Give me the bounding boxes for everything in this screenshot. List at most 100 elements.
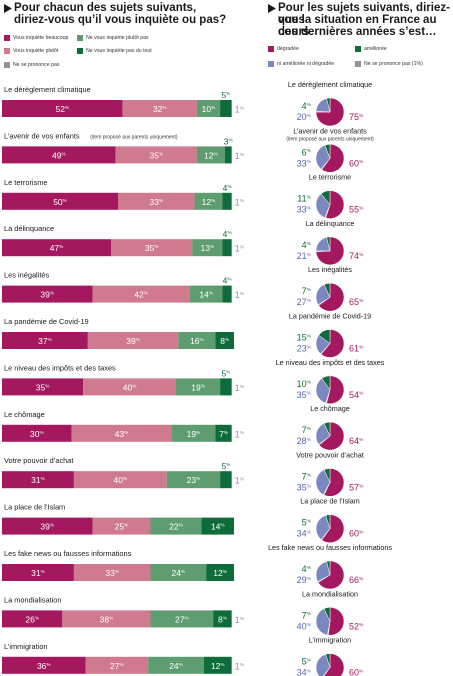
bar-segment xyxy=(189,285,223,303)
pie-slice xyxy=(321,375,331,391)
pie-row: Le terrorisme 55% 11%33% xyxy=(297,173,364,219)
bar-value-label: 4% xyxy=(223,276,232,286)
pie-slice xyxy=(325,514,331,529)
pie-row: La pandémie de Covid-19 61% 15%23% xyxy=(289,312,371,358)
legend-swatch-nsp-right xyxy=(355,61,361,67)
bar-value-label: 40% xyxy=(123,382,137,392)
pie-slice xyxy=(318,421,345,451)
bar-row: Les inégalités 39% 42% 14% 4%1% xyxy=(2,271,245,303)
pie-value-label: 65% xyxy=(349,297,364,307)
pie-value-label: 10% xyxy=(297,379,312,389)
bar-segment xyxy=(148,656,204,674)
pie-value-label: 5% xyxy=(302,657,312,667)
bar-segment xyxy=(73,564,151,581)
pie-slice xyxy=(315,653,331,676)
pie-slice xyxy=(327,607,345,636)
bar-value-label: 5% xyxy=(221,90,230,100)
pie-value-label: 7% xyxy=(302,425,312,435)
pie-value-label: 60% xyxy=(349,668,364,676)
pie-value-label: 7% xyxy=(302,286,312,296)
bar-segment xyxy=(194,192,223,210)
bar-category-label: Votre pouvoir d’achat xyxy=(4,456,73,465)
pie-value-label: 33% xyxy=(297,205,312,215)
pie-value-label: 7% xyxy=(302,471,312,481)
pie-slice xyxy=(326,375,345,405)
bar-segment xyxy=(206,564,234,581)
legend-swatch-amelioree xyxy=(355,46,361,52)
pie-value-label: 60% xyxy=(349,158,364,168)
bar-value-label: 1% xyxy=(235,105,245,115)
bar-value-label: 31% xyxy=(31,475,45,485)
pie-value-label: 74% xyxy=(349,251,364,261)
pie-value-label: 61% xyxy=(349,344,364,354)
bar-segment xyxy=(85,656,149,674)
bar-category-note: (item proposé aux parents uniquement) xyxy=(90,134,178,140)
pie-row: Le niveau des impôts et des taxes 54% 10%3… xyxy=(276,358,385,405)
bar-value-label: 13% xyxy=(201,243,215,253)
legend-label-nsp-right: Ne se prononce pas (1%) xyxy=(364,61,423,67)
bar-value-label: 33% xyxy=(149,197,163,207)
pie-slice xyxy=(325,653,331,668)
bar-value-label: 8% xyxy=(218,614,227,624)
pie-slice xyxy=(315,469,331,496)
pie-value-label: 4% xyxy=(302,101,312,111)
pie-category-note: (item proposé aux parents uniquement) xyxy=(286,136,374,142)
pie-slice xyxy=(318,282,345,312)
bar-row: Le niveau des impôts et des taxes 35% 40% 1… xyxy=(2,363,245,396)
bar-segment xyxy=(2,517,93,535)
bar-segment xyxy=(71,424,172,442)
bar-value-label: 30% xyxy=(30,429,44,439)
bar-segment xyxy=(2,192,118,210)
pie-category-label: La délinquance xyxy=(306,219,355,228)
bar-segment xyxy=(87,332,179,349)
bar-value-label: 23% xyxy=(187,475,201,485)
bar-segment xyxy=(220,100,232,117)
pie-value-label: 55% xyxy=(349,205,364,215)
bar-value-label: 24% xyxy=(169,661,183,671)
bar-value-label: 1% xyxy=(235,151,245,161)
legend-swatch-plutot xyxy=(4,48,10,54)
pie-slice xyxy=(315,378,331,404)
bar-segment xyxy=(2,285,93,303)
pie-slice xyxy=(324,144,331,159)
pie-row: La place de l’Islam 60% 5%34% xyxy=(297,497,364,543)
pie-slice xyxy=(315,561,331,583)
bar-value-label: 32% xyxy=(153,104,167,114)
pie-category-label: La place de l’Islam xyxy=(300,497,360,506)
bar-row: La délinquance 47% 35% 13% 4%1% xyxy=(2,224,245,257)
pie-slice xyxy=(321,144,345,173)
pie-value-label: 60% xyxy=(349,529,364,539)
bar-segment xyxy=(203,656,232,674)
bar-value-label: 43% xyxy=(115,429,129,439)
bar-category-label: Le terrorisme xyxy=(4,178,48,187)
pie-slice xyxy=(323,653,345,676)
bar-segment xyxy=(2,146,116,164)
bar-value-label: 24% xyxy=(172,568,186,578)
pie-row: L’immigration 60% 5%34% xyxy=(297,636,364,676)
bar-segment xyxy=(201,517,234,535)
bar-segment xyxy=(83,378,176,396)
bar-value-label: 3% xyxy=(224,136,233,146)
bar-value-label: 33% xyxy=(105,568,119,578)
bar-value-label: 19% xyxy=(187,429,201,439)
pie-slice xyxy=(323,468,345,497)
pie-row: Les fake news ou fausses informations 66%… xyxy=(268,543,392,590)
bar-segment xyxy=(2,239,112,257)
bar-value-label: 35% xyxy=(145,243,159,253)
bar-segment xyxy=(2,100,123,117)
bar-value-label: 52% xyxy=(56,104,70,114)
pie-slice xyxy=(315,97,345,127)
bar-segment xyxy=(118,192,195,210)
legend-swatch-beaucoup xyxy=(4,35,10,41)
bar-value-label: 37% xyxy=(38,336,52,346)
bar-segment xyxy=(220,471,232,489)
bar-value-label: 38% xyxy=(100,614,114,624)
bar-value-label: 14% xyxy=(199,290,213,300)
bar-value-label: 50% xyxy=(53,197,67,207)
pie-value-label: 27% xyxy=(297,297,312,307)
triangle-bullet-icon xyxy=(4,4,12,13)
right-title-line1: Pour les sujets suivants, diriez-vous xyxy=(278,2,450,26)
bar-value-label: 1% xyxy=(235,429,245,439)
bar-segment xyxy=(192,239,223,257)
